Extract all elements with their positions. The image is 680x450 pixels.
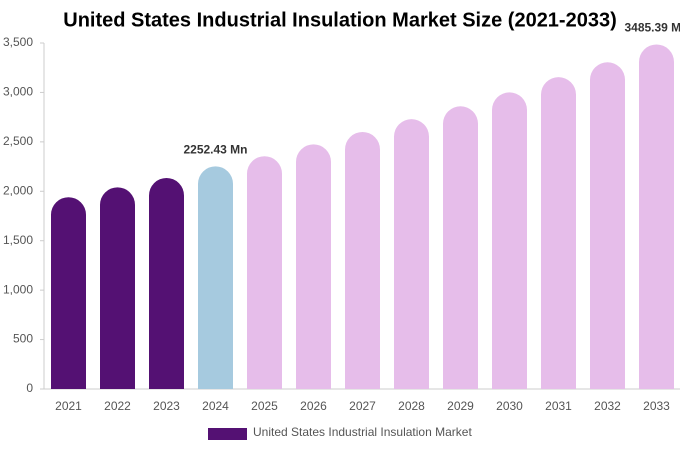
x-tick-label: 2033: [643, 399, 670, 413]
bar: [590, 62, 625, 390]
bar: [51, 197, 86, 389]
x-tick-label: 2027: [349, 399, 376, 413]
x-tick-label: 2029: [447, 399, 474, 413]
bar: [198, 166, 233, 389]
x-tick-label: 2021: [55, 399, 82, 413]
x-tick-label: 2025: [251, 399, 278, 413]
bar: [100, 187, 135, 389]
chart-title: United States Industrial Insulation Mark…: [63, 9, 617, 31]
bar: [247, 156, 282, 389]
legend-swatch: [208, 428, 247, 440]
y-tick-label: 2,500: [3, 134, 33, 148]
y-tick-label: 500: [13, 332, 33, 346]
x-tick-label: 2026: [300, 399, 327, 413]
y-tick-label: 2,000: [3, 183, 33, 197]
x-tick-label: 2031: [545, 399, 572, 413]
data-label: 3485.39 Mn: [624, 21, 680, 35]
bar: [492, 92, 527, 389]
legend-label: United States Industrial Insulation Mark…: [253, 425, 472, 439]
bar: [149, 177, 184, 389]
y-tick-label: 3,000: [3, 85, 33, 99]
y-tick-label: 0: [26, 381, 33, 395]
bar: [541, 77, 576, 389]
y-tick-label: 1,000: [3, 282, 33, 296]
x-tick-label: 2022: [104, 399, 131, 413]
bar: [296, 144, 331, 389]
x-tick-label: 2030: [496, 399, 523, 413]
y-tick-label: 1,500: [3, 233, 33, 247]
bar: [345, 131, 380, 389]
bar: [443, 106, 478, 390]
data-label: 2252.43 Mn: [183, 143, 247, 157]
x-tick-label: 2028: [398, 399, 425, 413]
bar: [394, 119, 429, 390]
x-tick-label: 2023: [153, 399, 180, 413]
x-tick-label: 2024: [202, 399, 229, 413]
bar: [639, 44, 674, 389]
y-tick-label: 3,500: [3, 35, 33, 49]
x-tick-label: 2032: [594, 399, 621, 413]
